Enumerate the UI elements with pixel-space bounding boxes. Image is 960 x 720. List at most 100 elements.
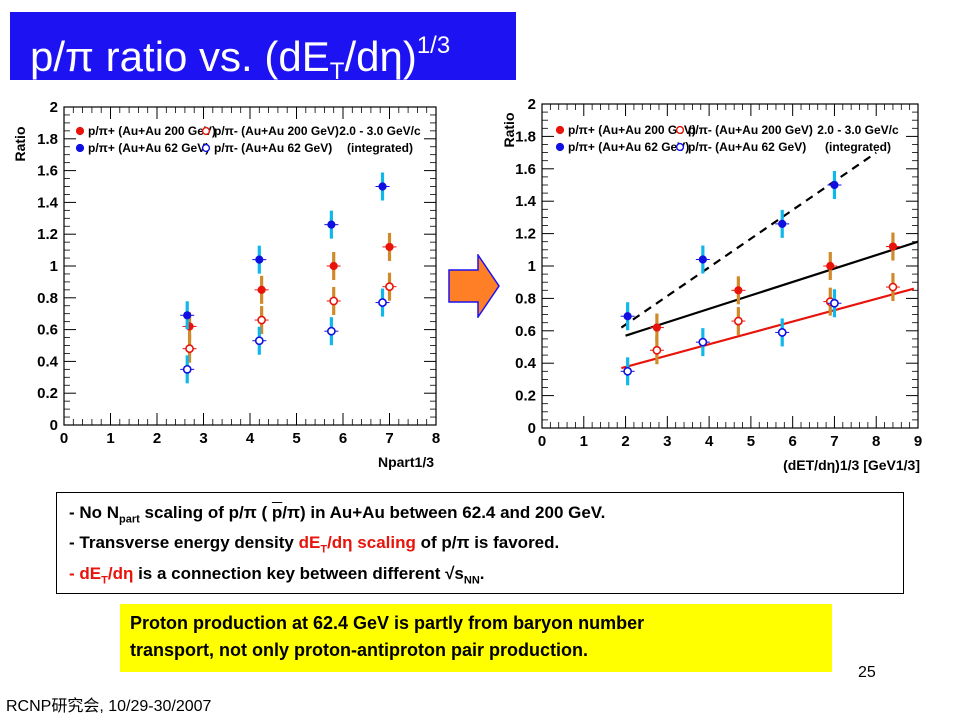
x-tick-label: 6: [339, 430, 347, 447]
note1-c: /π) in Au+Au between 62.4 and 200 GeV.: [282, 503, 606, 522]
y-tick-label: 1.8: [37, 131, 58, 148]
annotation-text: 2.0 - 3.0 GeV/c: [817, 123, 899, 137]
legend-label: p/π- (Au+Au 200 GeV): [688, 123, 813, 137]
x-tick-label: 8: [872, 433, 880, 450]
chart-npart: 0 0.2 0.4 0.6 0.8 1 1.2 1.4 1.6 1.8 2 0 1 2 3 4 5 6 7 8 Rati…: [12, 99, 440, 470]
data-point: [698, 337, 708, 347]
annotation-text: 2.0 - 3.0 GeV/c: [339, 124, 421, 138]
data-point: [623, 312, 632, 321]
x-tick-label: 0: [60, 430, 68, 447]
title-close: ): [402, 33, 417, 80]
data-point: [255, 255, 264, 264]
fit-line: [625, 240, 919, 337]
x-tick-label: 7: [385, 430, 393, 447]
note1-pbar: p: [271, 503, 283, 522]
y-tick-label: 1: [528, 258, 536, 275]
y-axis-label: Ratio: [501, 113, 517, 148]
y-tick-label: 0.8: [37, 290, 58, 307]
legend-marker: [201, 126, 211, 136]
data-point: [623, 366, 633, 376]
right-arrow-icon: [448, 254, 500, 318]
x-tick-label: 7: [830, 433, 838, 450]
x-tick-label: 2: [153, 430, 161, 447]
legend-marker: [555, 142, 565, 152]
title-pi: π: [65, 33, 95, 80]
x-tick-label: 6: [788, 433, 796, 450]
note3-b: is a connection key between different √s: [133, 563, 464, 583]
x-tick-label: 9: [914, 433, 922, 450]
data-point: [254, 336, 264, 346]
callout-line-1: Proton production at 62.4 GeV is partly …: [130, 613, 645, 633]
x-tick-label: 8: [432, 430, 440, 447]
legend-marker: [555, 125, 565, 135]
note3-b-sub: NN: [463, 574, 480, 587]
legend-marker: [675, 142, 685, 152]
data-point: [778, 219, 787, 228]
note3-red2: /dη: [107, 563, 134, 583]
data-point: [830, 180, 839, 190]
note1-b: scaling of p/π (: [139, 503, 272, 522]
note1-sub: part: [119, 513, 140, 526]
note2-red: dE: [298, 533, 321, 553]
data-point: [777, 328, 787, 337]
data-point: [185, 344, 194, 354]
note3-red: - dE: [69, 563, 102, 583]
note3-red-sub: T: [101, 574, 108, 587]
title-sub: T: [329, 58, 345, 85]
x-axis-label: Npart1/3: [378, 454, 434, 470]
slide-title: p/π ratio vs. (dET/dη)1/3: [10, 12, 516, 85]
note2-red2: /dη scaling: [327, 533, 416, 553]
data-point: [652, 345, 662, 355]
y-tick-label: 0.6: [515, 323, 536, 340]
x-tick-label: 5: [292, 430, 300, 447]
data-point: [385, 282, 394, 292]
data-point: [830, 298, 839, 308]
legend-label: p/π+ (Au+Au 62 GeV): [88, 141, 209, 155]
data-point: [826, 261, 835, 271]
y-tick-label: 1.2: [515, 226, 536, 243]
annotation-text: (integrated): [347, 141, 413, 155]
y-tick-label: 1.8: [515, 128, 536, 145]
data-point: [257, 285, 266, 294]
data-point: [378, 298, 387, 307]
data-point: [734, 286, 743, 295]
footer-text: RCNP研究会, 10/29-30/2007: [6, 698, 212, 715]
legend-label: p/π- (Au+Au 62 GeV): [688, 140, 806, 154]
note-line-2: - Transverse energy density dET/dη scali…: [69, 531, 891, 561]
x-tick-label: 0: [538, 433, 546, 450]
y-tick-label: 0: [528, 420, 536, 437]
y-tick-label: 1.6: [515, 161, 536, 178]
y-tick-label: 2: [528, 96, 536, 113]
y-tick-label: 2: [50, 99, 58, 116]
note-line-3: - dET/dη is a connection key between dif…: [69, 562, 891, 592]
title-d: /d: [344, 33, 380, 80]
data-point: [183, 311, 192, 320]
title-sup: 1/3: [416, 32, 451, 59]
legend-label: p/π+ (Au+Au 200 GeV): [568, 123, 696, 137]
note-line-1: - No Npart scaling of p/π ( p/π) in Au+A…: [69, 501, 891, 531]
y-axis-label: Ratio: [12, 127, 28, 162]
note1-a: - No N: [69, 503, 120, 522]
legend-label: p/π+ (Au+Au 62 GeV): [568, 140, 689, 154]
title-mid: ratio vs. (dE: [94, 33, 330, 80]
data-point: [385, 242, 394, 252]
x-tick-label: 3: [663, 433, 671, 450]
y-tick-label: 1: [50, 258, 58, 275]
data-point: [733, 316, 743, 326]
data-point: [257, 315, 267, 325]
x-axis-label: (dET/dη)1/3 [GeV1/3]: [783, 457, 920, 473]
legend-marker: [675, 125, 685, 135]
y-tick-label: 0.6: [37, 322, 58, 339]
data-point: [329, 296, 339, 306]
note2-a: - Transverse energy density: [69, 533, 299, 553]
legend-label: p/π- (Au+Au 200 GeV): [214, 124, 339, 138]
chart-det-deta: 0 0.2 0.4 0.6 0.8 1 1.2 1.4 1.6 1.8 2 0 1 2 3 4 5 6 7 8 9 Rat…: [501, 96, 922, 473]
y-tick-label: 1.4: [37, 194, 59, 211]
legend-label: p/π- (Au+Au 62 GeV): [214, 141, 332, 155]
callout-line-2: transport, not only proton-antiproton pa…: [130, 640, 588, 660]
data-point: [698, 255, 707, 264]
data-point: [182, 364, 192, 374]
y-tick-label: 0.2: [515, 388, 536, 405]
y-tick-label: 0.2: [37, 385, 58, 402]
y-tick-label: 0: [50, 417, 58, 434]
